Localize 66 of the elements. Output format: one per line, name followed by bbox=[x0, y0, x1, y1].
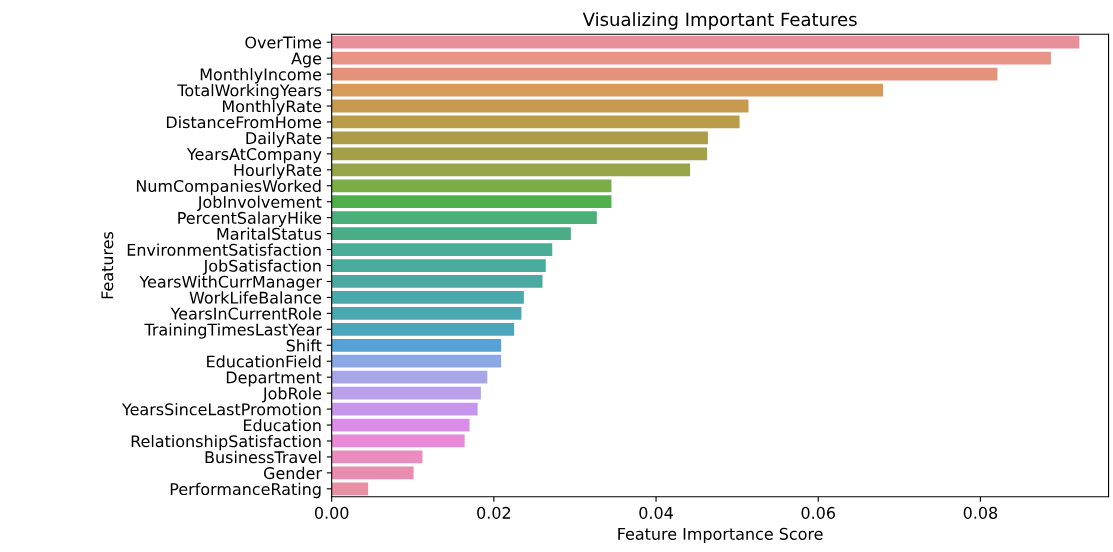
y-tick-label: OverTime bbox=[245, 36, 322, 49]
y-tick-label: Education bbox=[244, 418, 321, 432]
y-tick-label: JobSatisfaction bbox=[202, 259, 321, 275]
y-tick-label: DistanceFromHome bbox=[166, 115, 322, 129]
y-tick-label: TotalWorkingYears bbox=[177, 83, 322, 100]
bar bbox=[331, 434, 465, 448]
bar bbox=[331, 147, 708, 161]
bar bbox=[331, 35, 1080, 49]
x-tick-label: 0.02 bbox=[477, 506, 511, 519]
y-tick-label: Age bbox=[291, 52, 322, 68]
y-tick-label: EnvironmentSatisfaction bbox=[127, 243, 321, 256]
y-tick-label: YearsAtCompany bbox=[186, 148, 322, 164]
bar bbox=[331, 450, 423, 464]
bar bbox=[331, 243, 553, 256]
bar bbox=[331, 51, 1051, 65]
bar bbox=[331, 131, 708, 145]
bar bbox=[331, 370, 488, 384]
bar bbox=[331, 83, 884, 97]
bar bbox=[331, 211, 597, 225]
y-tick-label: NumCompaniesWorked bbox=[136, 179, 321, 196]
y-tick-label: YearsWithCurrManager bbox=[139, 275, 322, 291]
bar bbox=[331, 418, 470, 432]
y-tick-label: JobInvolvement bbox=[196, 195, 322, 211]
y-tick-label: HourlyRate bbox=[234, 163, 322, 180]
bar bbox=[331, 67, 998, 81]
bar bbox=[331, 322, 515, 336]
bar bbox=[331, 227, 571, 240]
x-tick-label: 0.08 bbox=[963, 506, 998, 519]
bar bbox=[331, 195, 612, 209]
y-tick-label: YearsInCurrentRole bbox=[170, 307, 322, 320]
x-tick-label: 0.06 bbox=[801, 506, 836, 519]
bar bbox=[331, 291, 524, 304]
bar bbox=[331, 163, 691, 177]
y-tick-label: MonthlyRate bbox=[222, 99, 322, 116]
y-tick-label: PerformanceRating bbox=[170, 482, 321, 499]
bar bbox=[331, 99, 749, 113]
bar bbox=[331, 306, 522, 320]
y-tick-label: EducationField bbox=[207, 355, 321, 368]
bar bbox=[331, 338, 502, 352]
y-tick-label: MonthlyIncome bbox=[200, 68, 322, 84]
y-tick-label: Gender bbox=[263, 466, 322, 480]
x-tick-label: 0.04 bbox=[639, 506, 673, 519]
y-tick-label: Department bbox=[226, 371, 322, 387]
bar bbox=[331, 259, 546, 272]
y-tick-label: RelationshipSatisfaction bbox=[131, 434, 321, 451]
x-axis-title: Feature Importance Score bbox=[618, 527, 823, 543]
y-tick-label: BusinessTravel bbox=[205, 450, 321, 464]
y-tick-label: PercentSalaryHike bbox=[178, 211, 322, 228]
y-tick-label: WorkLifeBalance bbox=[189, 291, 322, 304]
chart-title: Visualizing Important Features bbox=[582, 12, 857, 30]
y-tick-label: TrainingTimesLastYear bbox=[144, 323, 322, 339]
bar bbox=[331, 115, 740, 129]
y-tick-label: DailyRate bbox=[246, 131, 322, 148]
bar bbox=[331, 275, 543, 288]
x-tick-label: 0.00 bbox=[314, 506, 349, 519]
bar bbox=[331, 402, 478, 416]
bar bbox=[331, 354, 502, 368]
y-tick-label: YearsSinceLastPromotion bbox=[121, 403, 321, 416]
y-tick-label: MaritalStatus bbox=[217, 227, 322, 240]
y-axis-title: Features bbox=[101, 231, 114, 299]
bar bbox=[331, 179, 612, 193]
y-tick-label: Shift bbox=[286, 339, 322, 352]
bar bbox=[331, 482, 369, 496]
bar bbox=[331, 386, 481, 400]
y-tick-label: JobRole bbox=[262, 387, 322, 403]
bar bbox=[331, 466, 414, 480]
